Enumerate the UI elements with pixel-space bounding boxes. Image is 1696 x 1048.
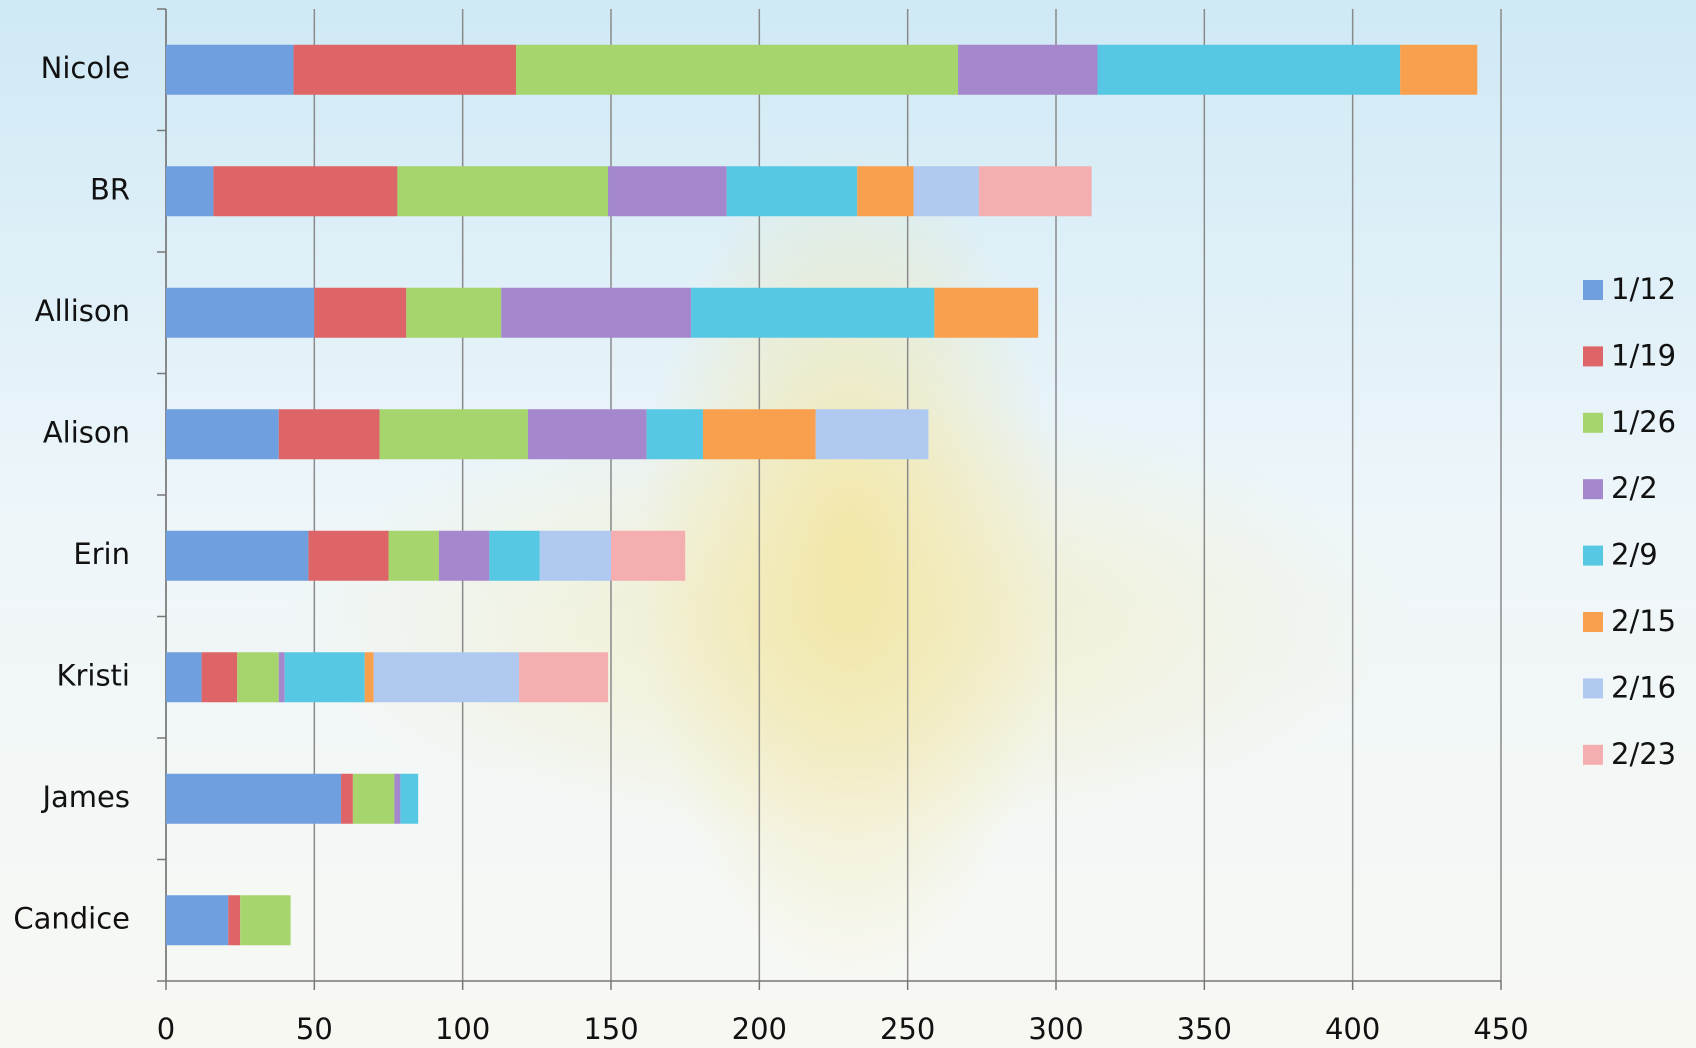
legend-swatch	[1583, 479, 1603, 500]
bar-segment	[726, 166, 858, 217]
legend-label: 2/16	[1611, 670, 1676, 704]
bar-segment	[166, 409, 279, 460]
legend-swatch	[1583, 678, 1603, 699]
x-tick-label: 300	[1028, 1012, 1083, 1046]
bar-segment	[397, 166, 609, 217]
bar-segment	[166, 530, 309, 581]
legend-label: 2/23	[1611, 737, 1676, 771]
bar-segment	[527, 409, 647, 460]
bar-segment	[373, 652, 520, 703]
x-tick-label: 350	[1177, 1012, 1232, 1046]
bar-segment	[166, 44, 294, 95]
bar-segment	[228, 895, 241, 946]
bar-segment	[978, 166, 1092, 217]
legend-swatch	[1583, 412, 1603, 433]
bar-segment	[237, 652, 279, 703]
bar-segment	[308, 530, 389, 581]
bar-segment	[516, 44, 959, 95]
y-tick-label: BR	[90, 172, 130, 206]
x-tick-label: 50	[296, 1012, 333, 1046]
bar-segment	[702, 409, 816, 460]
bar-segment	[611, 530, 686, 581]
bar-segment	[406, 287, 502, 338]
y-tick-label: Alison	[43, 415, 130, 449]
y-tick-label: Nicole	[41, 51, 130, 85]
legend-label: 2/9	[1611, 538, 1658, 572]
bar-segment	[438, 530, 490, 581]
bar-segment	[1097, 44, 1401, 95]
legend-swatch	[1583, 280, 1603, 300]
bar-segment	[278, 409, 380, 460]
bar-segment	[857, 166, 914, 217]
bar-segment	[278, 652, 285, 703]
bar-segment	[201, 652, 238, 703]
bar-segment	[166, 287, 315, 338]
legend-swatch	[1583, 744, 1603, 765]
bar-segment	[240, 895, 291, 946]
bar-segment	[608, 166, 727, 217]
bar-segment	[379, 409, 528, 460]
bar-segment	[284, 652, 365, 703]
bar-segment	[394, 773, 401, 824]
bar-segment	[958, 44, 1098, 95]
bar-segment	[166, 166, 214, 217]
y-tick-label: Erin	[73, 537, 130, 571]
bar-segment	[691, 287, 935, 338]
y-tick-label: James	[40, 780, 130, 814]
legend-label: 2/15	[1611, 604, 1676, 638]
bar-segment	[213, 166, 398, 217]
bar-segment	[166, 773, 342, 824]
x-tick-label: 400	[1325, 1012, 1380, 1046]
y-tick-label: Kristi	[56, 658, 130, 692]
x-tick-label: 250	[880, 1012, 935, 1046]
bar-segment	[314, 287, 407, 338]
x-tick-label: 150	[583, 1012, 638, 1046]
legend-swatch	[1583, 545, 1603, 566]
bar-segment	[815, 409, 929, 460]
legend-swatch	[1583, 346, 1603, 367]
legend-label: 1/26	[1611, 405, 1676, 439]
bar-segment	[352, 773, 395, 824]
bar-segment	[539, 530, 611, 581]
bar-segment	[646, 409, 703, 460]
bar-segment	[519, 652, 609, 703]
bar-segment	[364, 652, 374, 703]
legend-label: 1/12	[1611, 272, 1676, 306]
legend-swatch	[1583, 612, 1603, 632]
bar-segment	[388, 530, 439, 581]
bar-segment	[166, 652, 202, 703]
bar-segment	[166, 895, 229, 946]
x-tick-label: 450	[1473, 1012, 1528, 1046]
x-tick-label: 0	[157, 1012, 175, 1046]
bar-segment	[341, 773, 353, 824]
y-tick-label: Candice	[13, 901, 130, 935]
bar-segment	[501, 287, 692, 338]
bar-segment	[293, 44, 517, 95]
bar-segment	[913, 166, 979, 217]
bar-segment	[934, 287, 1039, 338]
y-tick-label: Allison	[35, 294, 130, 328]
background-leaves	[290, 400, 1410, 840]
legend-label: 2/2	[1611, 471, 1658, 505]
bar-segment	[400, 773, 419, 824]
x-tick-label: 200	[732, 1012, 787, 1046]
bar-segment	[1400, 44, 1478, 95]
bar-segment	[489, 530, 540, 581]
x-tick-label: 100	[435, 1012, 490, 1046]
legend-label: 1/19	[1611, 338, 1676, 372]
